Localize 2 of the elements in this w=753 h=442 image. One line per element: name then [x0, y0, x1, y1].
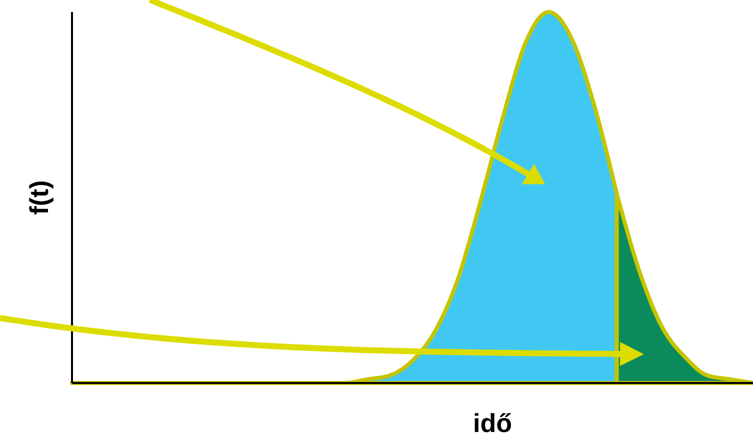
y-axis-title: f(t)	[24, 180, 54, 215]
x-axis-title: idő	[473, 408, 512, 438]
